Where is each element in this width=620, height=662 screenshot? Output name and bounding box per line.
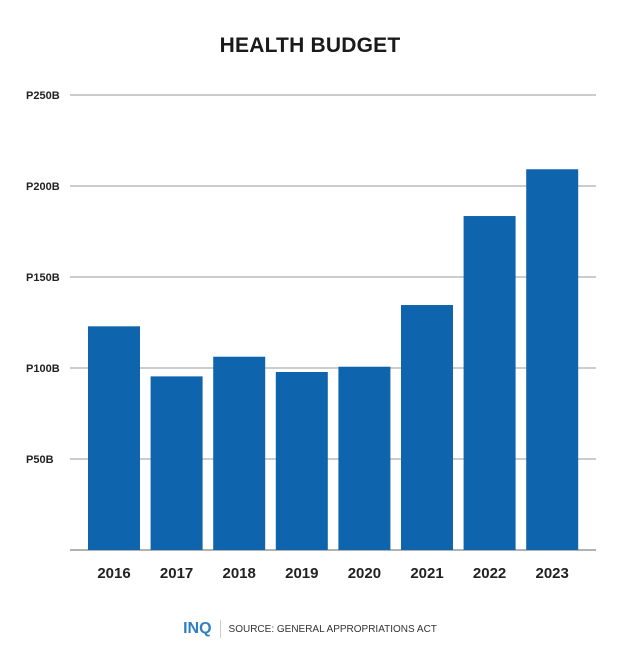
y-tick-label: P100B xyxy=(26,363,60,375)
x-tick-label: 2018 xyxy=(223,565,256,582)
y-tick-label: P200B xyxy=(26,181,60,193)
bar-2022 xyxy=(463,216,516,550)
bar-2020 xyxy=(338,366,391,550)
x-tick-label: 2019 xyxy=(285,565,318,582)
bar-2023 xyxy=(526,169,579,551)
bar-2018 xyxy=(213,356,266,550)
x-tick-label: 2023 xyxy=(536,565,569,582)
x-tick-label: 2021 xyxy=(410,565,443,582)
chart-title: HEALTH BUDGET xyxy=(219,34,401,57)
x-tick-label: 2016 xyxy=(97,565,130,582)
bar-2016 xyxy=(88,326,140,550)
x-tick-label: 2017 xyxy=(160,565,193,582)
bar-2021 xyxy=(401,305,453,550)
bar-2017 xyxy=(150,376,203,550)
x-tick-label: 2020 xyxy=(348,565,381,582)
inq-logo: INQ xyxy=(183,620,221,638)
y-tick-label: P150B xyxy=(26,272,60,284)
y-tick-label: P250B xyxy=(26,90,60,102)
source-note: SOURCE: GENERAL APPROPRIATIONS ACT xyxy=(228,623,437,635)
bar-2019 xyxy=(275,372,328,550)
x-tick-label: 2022 xyxy=(473,565,506,582)
y-tick-label: P50B xyxy=(26,454,54,466)
footer: INQ SOURCE: GENERAL APPROPRIATIONS ACT xyxy=(0,620,620,638)
